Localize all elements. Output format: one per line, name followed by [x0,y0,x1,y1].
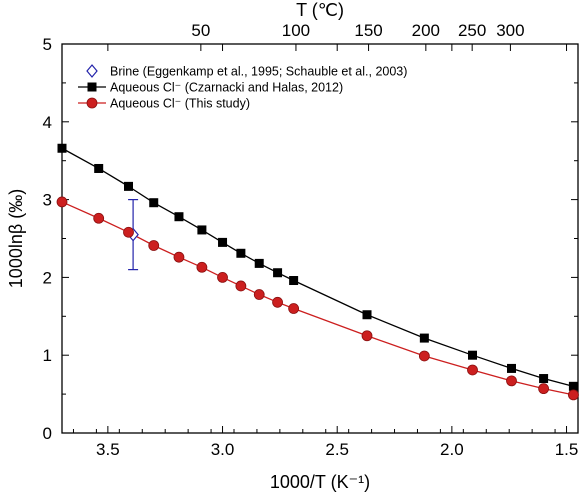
data-point-1 [218,237,228,247]
data-point-2 [538,383,549,395]
data-point-1 [149,198,159,208]
data-point-2 [173,251,185,263]
data-point-1 [273,268,283,278]
legend-marker [86,97,98,109]
top-axis-label: T (℃) [296,0,344,20]
data-point-2 [148,240,160,251]
data-point-2 [253,289,265,300]
data-point-2 [568,389,579,401]
y-tick-label: 2 [43,268,52,287]
y-tick-label: 0 [43,424,52,443]
top-tick-label: 50 [191,21,210,40]
data-point-2 [506,375,517,387]
data-point-1 [94,163,104,173]
top-tick-label: 200 [412,21,440,40]
data-point-2 [361,330,373,342]
x-tick-label: 3.5 [96,440,120,459]
x-tick-label: 2.0 [440,440,464,459]
x-tick-label: 1.5 [555,440,579,459]
top-tick-label: 300 [496,21,524,40]
top-tick-label: 100 [282,21,310,40]
x-tick-label: 2.5 [325,440,349,459]
y-tick-label: 1 [43,346,52,365]
data-point-2 [196,261,208,273]
data-point-2 [288,303,300,314]
data-point-2 [418,350,430,362]
data-point-2 [235,280,247,292]
data-point-2 [123,226,134,238]
data-point-1 [568,381,578,391]
data-point-2 [93,212,105,224]
legend-marker [86,64,98,78]
x-axis-label: 1000/T (K⁻¹) [270,472,370,492]
y-tick-label: 3 [43,191,52,210]
top-tick-label: 150 [354,21,382,40]
data-point-1 [236,248,246,258]
data-point-1 [539,374,549,384]
data-point-2 [272,296,283,308]
series-line-1 [61,147,574,387]
y-axis-label: 1000lnβ (‰) [6,189,26,288]
data-point-2 [467,364,478,376]
data-point-1 [468,350,478,360]
y-tick-label: 5 [43,35,52,54]
axes-frame: 3.5 3.0 2.5 2.0 1.5 0 1 2 3 4 5 50 100 150 200 250 300 [43,21,579,459]
data-point-2 [56,196,68,208]
x-tick-label: 3.0 [211,440,235,459]
legend-label: Aqueous Cl⁻ (Czarnacki and Halas, 2012) [110,81,343,95]
y-tick-label: 4 [43,113,52,132]
series-line-2 [61,201,574,396]
data-point-1 [289,276,299,286]
data-point-1 [419,333,429,343]
legend: Brine (Eggenkamp et al., 1995; Schauble … [78,64,407,111]
data-point-1 [174,212,184,222]
top-tick-label: 250 [458,21,486,40]
series-lines [61,147,574,396]
data-point-1 [124,181,134,191]
data-point-1 [254,258,264,268]
legend-label: Brine (Eggenkamp et al., 1995; Schauble … [110,65,407,79]
legend-marker [87,82,97,92]
data-point-2 [217,271,228,283]
data-point-1 [197,225,207,235]
series-points [56,143,579,401]
data-point-1 [362,310,372,320]
legend-label: Aqueous Cl⁻ (This study) [110,97,250,111]
data-point-1 [57,143,67,153]
data-point-1 [506,363,516,373]
